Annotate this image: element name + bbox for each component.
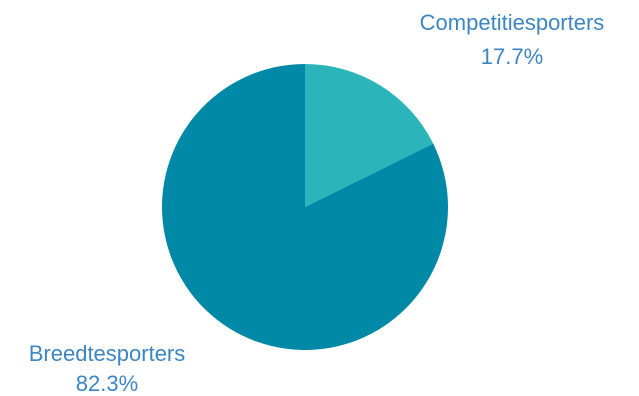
pie-slice-breedtesporters — [162, 64, 449, 350]
pie-slice-competitiesporters — [305, 64, 434, 207]
slice-label-breedtesporters: Breedtesporters — [29, 341, 186, 366]
slice-label-competitiesporters: Competitiesporters — [420, 10, 605, 35]
slice-value-competitiesporters: 17.7% — [481, 44, 543, 69]
slice-value-breedtesporters: 82.3% — [76, 371, 138, 396]
